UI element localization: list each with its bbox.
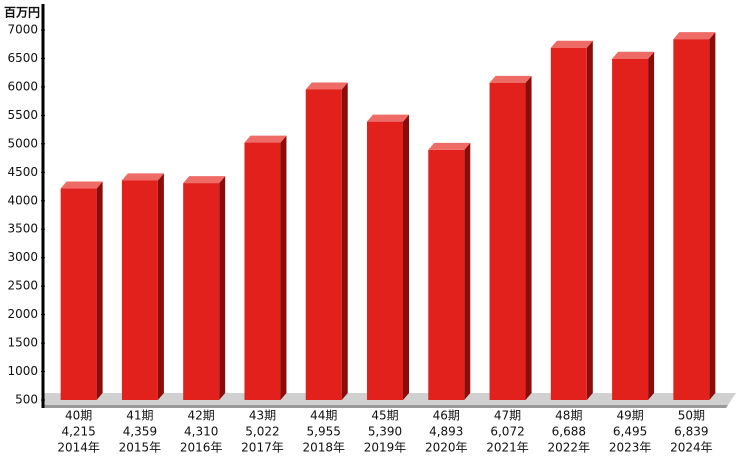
bar-top bbox=[612, 51, 655, 59]
x-tick-label: 41期 bbox=[126, 409, 153, 423]
y-tick-label: 2500 bbox=[7, 279, 38, 293]
year-label: 2018年 bbox=[302, 441, 345, 455]
year-label: 2020年 bbox=[425, 441, 468, 455]
value-label: 6,688 bbox=[552, 425, 586, 439]
y-tick-label: 7000 bbox=[7, 23, 38, 37]
y-tick-label: 5500 bbox=[7, 108, 38, 122]
year-label: 2019年 bbox=[364, 441, 407, 455]
year-label: 2017年 bbox=[241, 441, 284, 455]
y-tick-label: 3000 bbox=[7, 250, 38, 264]
x-tick-label: 50期 bbox=[678, 409, 705, 423]
y-tick-label: 3500 bbox=[7, 222, 38, 236]
x-tick-label: 43期 bbox=[249, 409, 276, 423]
bar-top bbox=[367, 114, 409, 122]
x-tick-label: 46期 bbox=[433, 409, 460, 423]
bar bbox=[60, 188, 97, 400]
year-label: 2022年 bbox=[548, 441, 591, 455]
x-tick-label: 47期 bbox=[494, 409, 521, 423]
value-label: 4,215 bbox=[61, 425, 95, 439]
bar-top bbox=[60, 181, 103, 189]
bar bbox=[305, 89, 342, 400]
bar-top bbox=[673, 32, 716, 40]
bar-side bbox=[96, 181, 103, 400]
value-label: 4,310 bbox=[184, 425, 218, 439]
y-tick-label: 6000 bbox=[7, 79, 38, 93]
bar bbox=[550, 47, 587, 400]
year-label: 2024年 bbox=[670, 441, 713, 455]
value-label: 4,359 bbox=[123, 425, 157, 439]
y-tick-label: 2000 bbox=[7, 307, 38, 321]
bar-side bbox=[341, 82, 348, 400]
y-tick-label: 4500 bbox=[7, 165, 38, 179]
bar-side bbox=[525, 75, 532, 400]
year-label: 2021年 bbox=[486, 441, 529, 455]
bar-top bbox=[305, 82, 348, 90]
value-label: 6,839 bbox=[674, 425, 708, 439]
bar bbox=[244, 142, 281, 400]
value-label: 6,495 bbox=[613, 425, 647, 439]
y-tick-label: 6500 bbox=[7, 51, 38, 65]
value-label: 4,893 bbox=[429, 425, 463, 439]
bar-top bbox=[244, 135, 287, 143]
bar-side bbox=[709, 32, 716, 401]
y-tick-label: 5000 bbox=[7, 136, 38, 150]
bar bbox=[612, 58, 649, 400]
bar bbox=[489, 82, 526, 400]
bar bbox=[367, 121, 403, 401]
bar-side bbox=[586, 40, 593, 400]
bar-side bbox=[464, 142, 471, 400]
value-label: 5,955 bbox=[307, 425, 341, 439]
unit-label: 百万円 bbox=[4, 6, 40, 20]
x-tick-label: 45期 bbox=[371, 409, 398, 423]
x-tick-label: 48期 bbox=[555, 409, 582, 423]
year-label: 2015年 bbox=[119, 441, 162, 455]
bar-top bbox=[489, 75, 532, 83]
bar bbox=[673, 39, 710, 401]
year-label: 2023年 bbox=[609, 441, 652, 455]
y-tick-label: 1500 bbox=[7, 336, 38, 350]
bar-side bbox=[280, 135, 287, 400]
value-label: 6,072 bbox=[490, 425, 524, 439]
value-label: 5,022 bbox=[245, 425, 279, 439]
y-tick-label: 1000 bbox=[7, 364, 38, 378]
x-tick-label: 44期 bbox=[310, 409, 337, 423]
bar-top bbox=[183, 176, 226, 184]
y-tick-label: 500 bbox=[15, 393, 38, 407]
bar-top bbox=[550, 40, 593, 48]
bar-side bbox=[648, 51, 655, 400]
y-tick-label: 4000 bbox=[7, 193, 38, 207]
bar bbox=[121, 180, 158, 400]
floor-edge bbox=[44, 405, 728, 408]
bar-top bbox=[121, 173, 164, 181]
x-tick-label: 40期 bbox=[65, 409, 92, 423]
year-label: 2014年 bbox=[57, 441, 100, 455]
bar bbox=[183, 183, 220, 400]
x-tick-label: 49期 bbox=[616, 409, 643, 423]
year-label: 2016年 bbox=[180, 441, 223, 455]
value-label: 5,390 bbox=[368, 425, 402, 439]
bar-side bbox=[219, 176, 226, 400]
bar bbox=[428, 149, 465, 400]
bar-top bbox=[428, 142, 471, 150]
x-tick-label: 42期 bbox=[188, 409, 215, 423]
bar-side bbox=[157, 173, 164, 400]
bar-side bbox=[403, 114, 409, 401]
